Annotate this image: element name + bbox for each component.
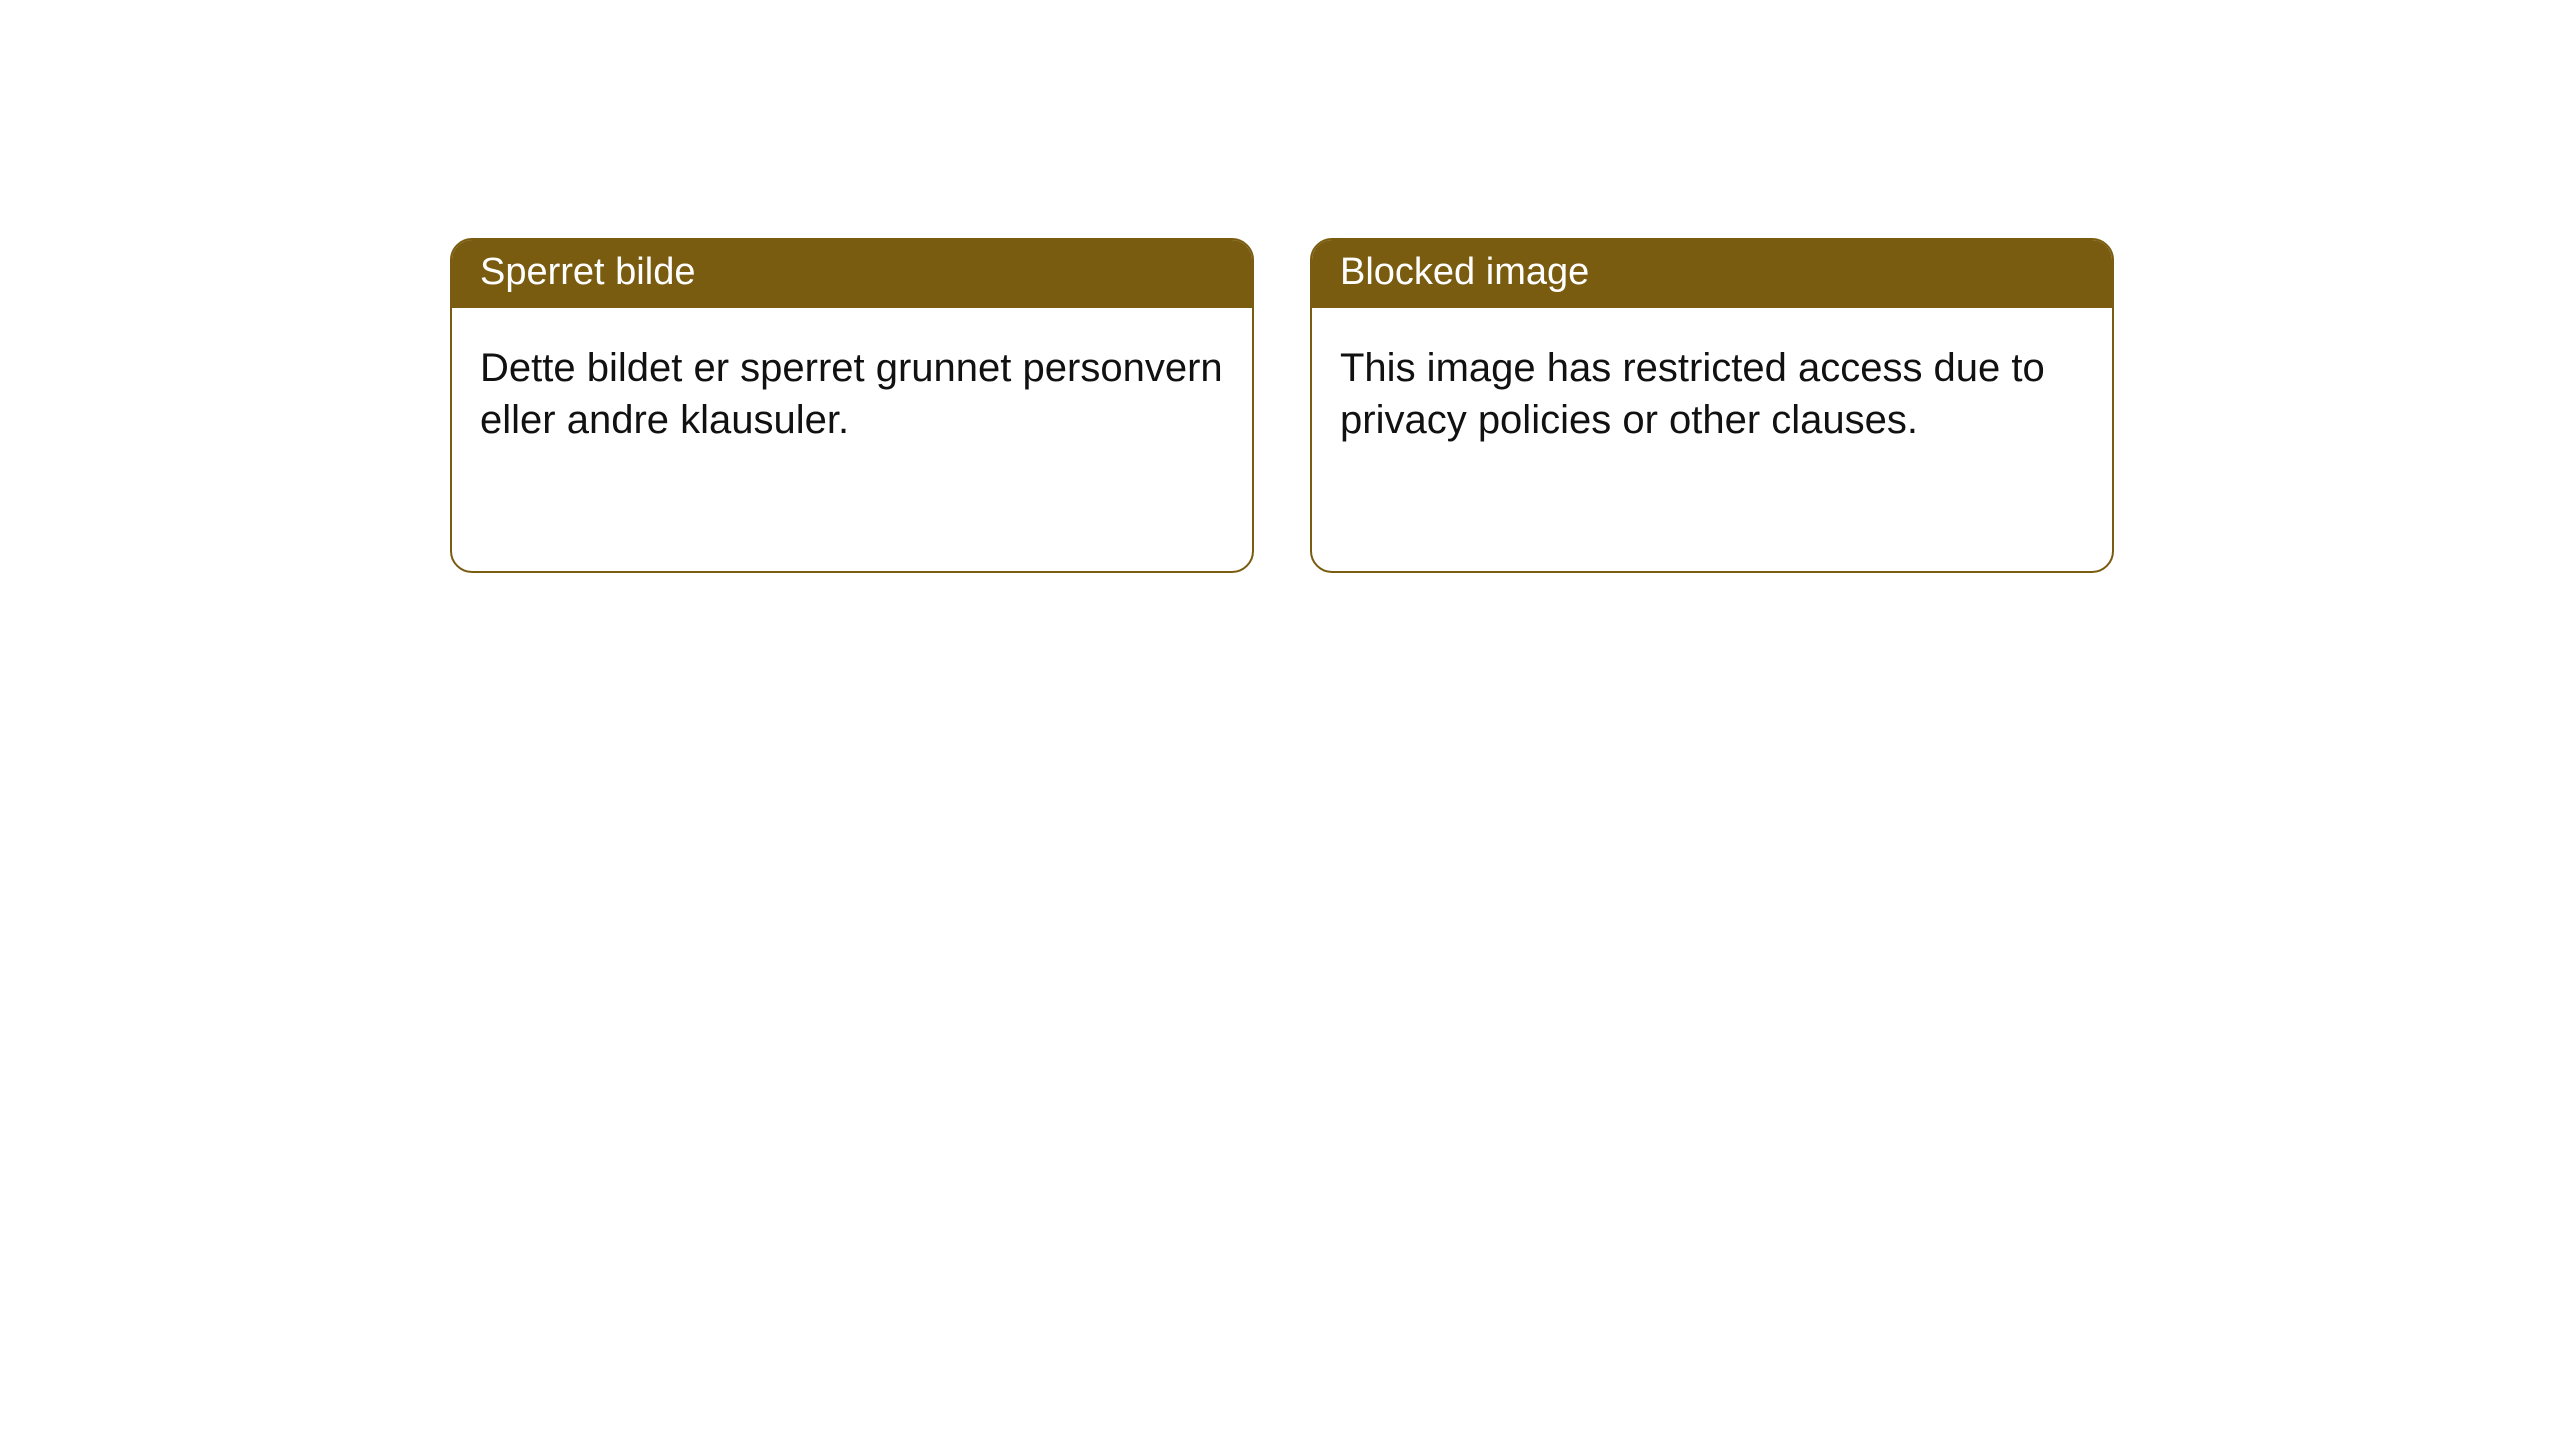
notice-body-nb: Dette bildet er sperret grunnet personve… — [452, 308, 1252, 474]
notice-container: Sperret bilde Dette bildet er sperret gr… — [450, 238, 2114, 573]
notice-title-nb: Sperret bilde — [452, 240, 1252, 308]
notice-body-en: This image has restricted access due to … — [1312, 308, 2112, 474]
notice-title-en: Blocked image — [1312, 240, 2112, 308]
notice-card-nb: Sperret bilde Dette bildet er sperret gr… — [450, 238, 1254, 573]
notice-card-en: Blocked image This image has restricted … — [1310, 238, 2114, 573]
